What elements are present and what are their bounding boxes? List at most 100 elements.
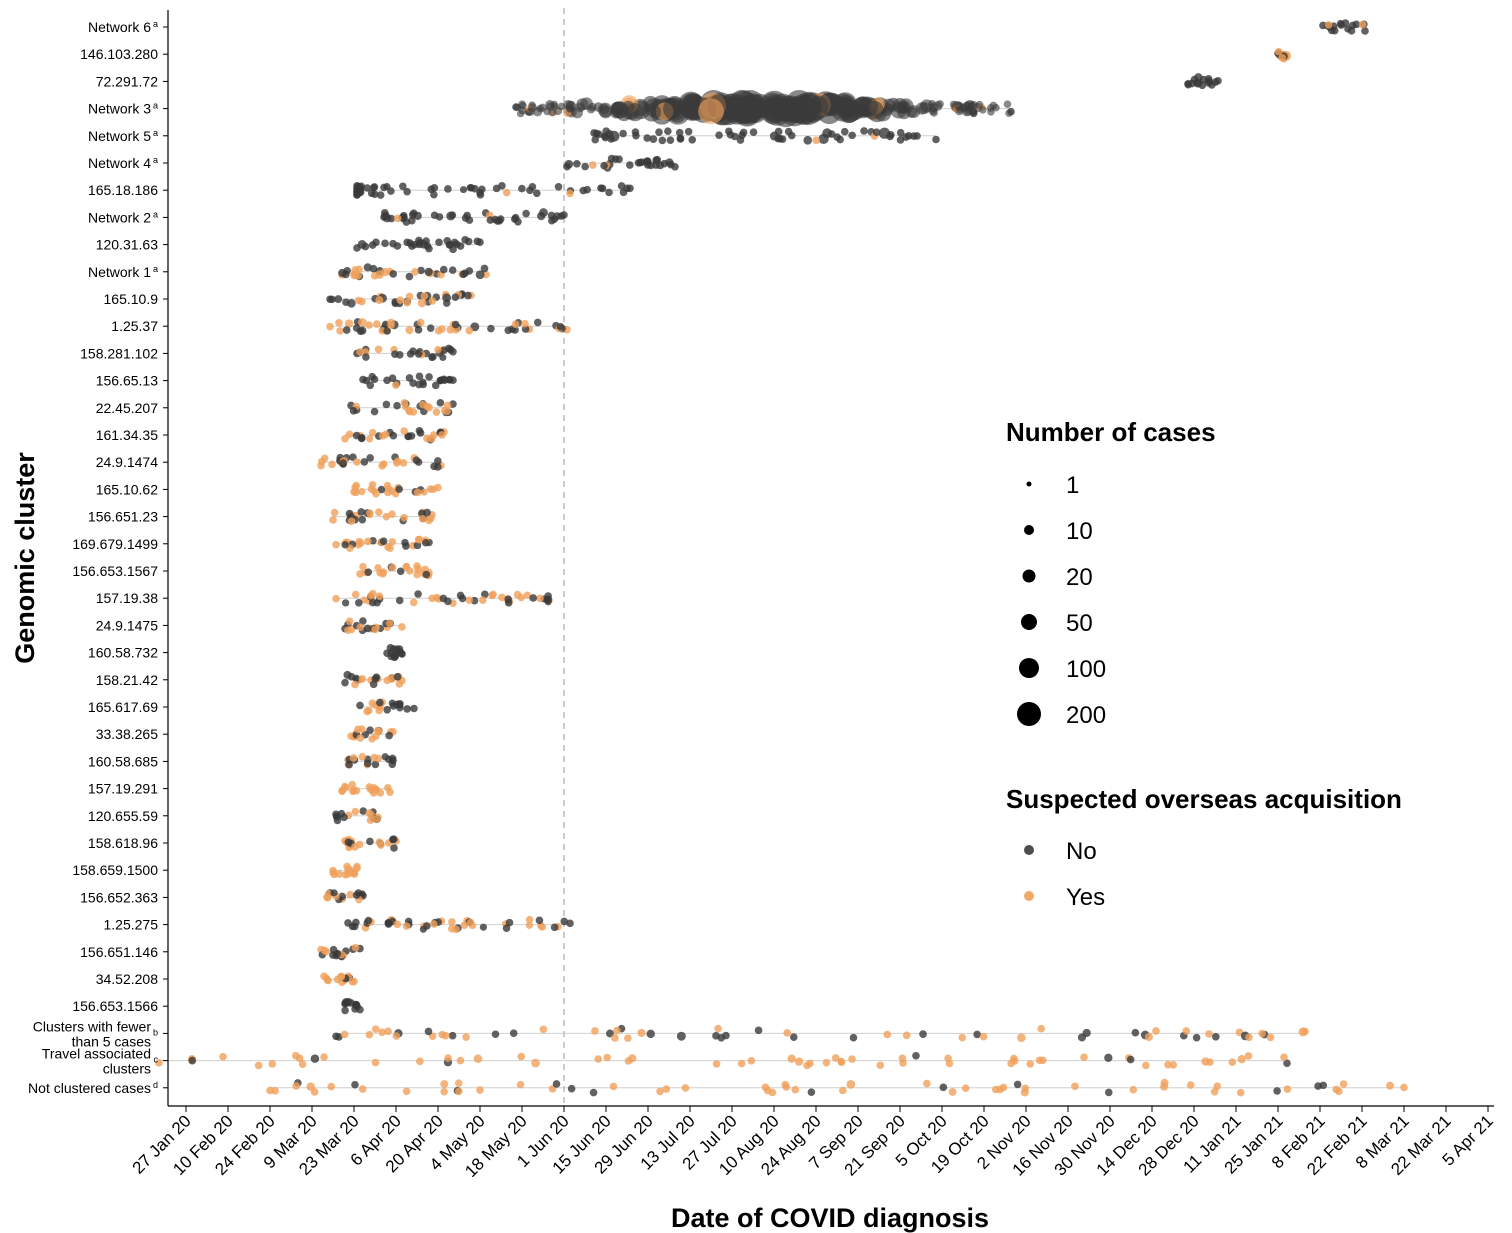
point-overseas-no bbox=[1131, 1028, 1140, 1037]
point-overseas-no bbox=[688, 135, 697, 144]
point-overseas-yes bbox=[902, 1031, 911, 1040]
point-overseas-yes bbox=[454, 1079, 463, 1087]
point-overseas-yes bbox=[1071, 1082, 1079, 1091]
point-overseas-yes bbox=[400, 513, 408, 522]
point-overseas-no bbox=[395, 596, 404, 605]
point-overseas-no bbox=[1013, 1080, 1022, 1089]
point-overseas-yes bbox=[589, 161, 597, 169]
point-overseas-no bbox=[642, 157, 652, 166]
point-overseas-no bbox=[347, 999, 355, 1007]
point-overseas-no bbox=[405, 272, 414, 281]
point-overseas-no bbox=[1104, 1053, 1113, 1062]
point-overseas-no bbox=[784, 127, 793, 136]
y-tick-label: Clusters with fewer than 5 cases bbox=[33, 1018, 152, 1049]
y-tick-label: 156.65.13 bbox=[96, 373, 158, 389]
point-overseas-yes bbox=[794, 1057, 804, 1066]
point-overseas-no bbox=[1319, 1081, 1328, 1090]
point-overseas-no bbox=[375, 698, 384, 707]
point-overseas-yes bbox=[306, 1082, 315, 1091]
point-overseas-no bbox=[684, 127, 693, 136]
point-overseas-yes bbox=[328, 460, 336, 469]
point-overseas-no bbox=[385, 755, 393, 764]
y-tick-footnote: a bbox=[153, 128, 158, 138]
point-overseas-yes bbox=[380, 460, 388, 468]
point-overseas-no bbox=[362, 353, 370, 361]
y-tick-footnote: a bbox=[153, 19, 158, 29]
point-overseas-yes bbox=[991, 1085, 1000, 1094]
point-overseas-no bbox=[396, 567, 405, 576]
point-overseas-no bbox=[439, 265, 448, 274]
point-overseas-no bbox=[872, 128, 881, 136]
point-overseas-yes bbox=[392, 1032, 401, 1040]
point-overseas-yes bbox=[400, 399, 409, 407]
point-overseas-no bbox=[370, 375, 379, 384]
point-overseas-yes bbox=[1144, 1032, 1153, 1042]
point-overseas-yes bbox=[783, 1029, 792, 1037]
point-overseas-no bbox=[545, 99, 555, 110]
point-overseas-yes bbox=[371, 625, 379, 634]
point-overseas-no bbox=[347, 299, 356, 308]
point-overseas-yes bbox=[737, 1059, 746, 1068]
point-overseas-no bbox=[502, 924, 511, 933]
point-overseas-no bbox=[341, 678, 349, 687]
point-overseas-yes bbox=[443, 407, 451, 416]
point-overseas-yes bbox=[958, 1033, 967, 1042]
point-overseas-yes bbox=[444, 1054, 452, 1062]
point-overseas-yes bbox=[393, 214, 402, 223]
point-overseas-yes bbox=[624, 1034, 632, 1042]
point-overseas-yes bbox=[323, 893, 332, 902]
point-overseas-yes bbox=[1010, 1054, 1018, 1063]
point-overseas-no bbox=[912, 1051, 920, 1060]
point-overseas-no bbox=[715, 131, 723, 139]
point-overseas-yes bbox=[848, 1055, 856, 1063]
y-tick-label: Network 1 bbox=[88, 264, 151, 280]
point-overseas-no bbox=[625, 103, 645, 122]
y-tick-label: Network 4 bbox=[88, 155, 151, 171]
point-overseas-yes bbox=[656, 1087, 664, 1096]
point-overseas-no bbox=[333, 812, 341, 821]
point-overseas-yes bbox=[525, 921, 534, 929]
point-overseas-no bbox=[476, 191, 485, 199]
point-overseas-yes bbox=[358, 752, 367, 761]
point-overseas-no bbox=[919, 1030, 927, 1038]
point-overseas-yes bbox=[384, 1027, 392, 1036]
point-overseas-no bbox=[556, 322, 565, 331]
y-tick-label: Network 2 bbox=[88, 209, 151, 225]
point-overseas-yes bbox=[395, 680, 404, 688]
point-overseas-no bbox=[749, 128, 758, 137]
point-overseas-yes bbox=[357, 318, 367, 327]
point-overseas-no bbox=[390, 844, 398, 852]
point-overseas-no bbox=[451, 320, 460, 329]
point-overseas-yes bbox=[384, 784, 392, 792]
point-overseas-no bbox=[664, 127, 672, 136]
y-tick-label: 169.679.1499 bbox=[72, 536, 158, 552]
point-overseas-no bbox=[390, 653, 399, 662]
point-overseas-yes bbox=[1152, 1027, 1160, 1035]
y-tick-label: 160.58.732 bbox=[88, 645, 158, 661]
point-overseas-no bbox=[928, 102, 939, 113]
point-overseas-no bbox=[1341, 19, 1350, 27]
point-overseas-no bbox=[865, 100, 884, 120]
point-overseas-yes bbox=[425, 403, 433, 412]
point-overseas-yes bbox=[271, 1086, 279, 1095]
point-overseas-yes bbox=[393, 920, 402, 929]
point-overseas-no bbox=[902, 133, 910, 141]
point-overseas-yes bbox=[1280, 1053, 1288, 1062]
point-overseas-no bbox=[383, 327, 391, 335]
point-overseas-no bbox=[413, 541, 422, 550]
point-overseas-no bbox=[667, 160, 675, 169]
point-overseas-no bbox=[405, 374, 414, 382]
point-overseas-yes bbox=[428, 594, 436, 603]
point-overseas-no bbox=[591, 135, 600, 144]
legend-size-title: Number of cases bbox=[1006, 417, 1216, 447]
point-overseas-no bbox=[342, 270, 350, 279]
point-overseas-yes bbox=[369, 789, 378, 797]
point-overseas-no bbox=[860, 127, 868, 135]
point-overseas-yes bbox=[523, 591, 532, 599]
point-overseas-no bbox=[341, 1006, 349, 1015]
point-overseas-yes bbox=[1386, 1081, 1394, 1090]
point-overseas-no bbox=[643, 134, 651, 142]
y-tick-label: 165.18.186 bbox=[88, 182, 158, 198]
point-overseas-no bbox=[358, 515, 367, 524]
point-overseas-no bbox=[368, 241, 377, 249]
